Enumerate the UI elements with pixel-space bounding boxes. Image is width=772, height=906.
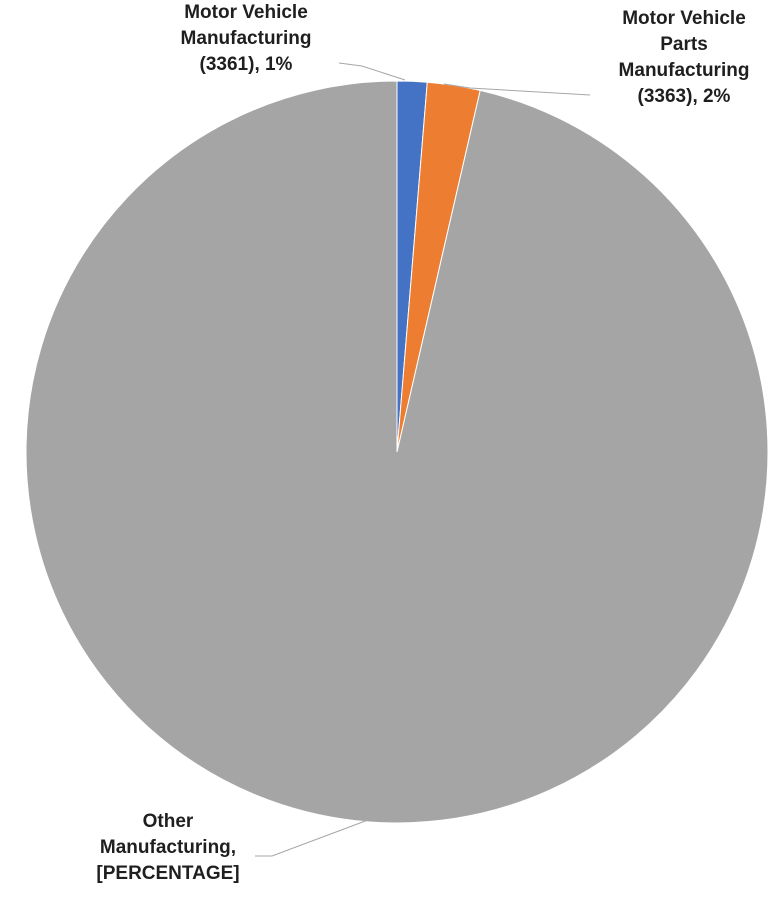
pie-slices	[25, 80, 769, 824]
data-label-3-line-1: Other	[143, 811, 194, 832]
data-label-3-line-2: Manufacturing,	[100, 837, 236, 858]
leader-line-2	[443, 83, 591, 96]
data-label-3-line-3: [PERCENTAGE]	[96, 863, 239, 884]
data-labels: Motor Vehicle Manufacturing (3361), 1%Moto…	[96, 2, 749, 884]
data-label-1: Motor Vehicle Manufacturing (3361), 1%	[181, 2, 312, 75]
data-label-1-line-1: Motor Vehicle	[184, 2, 308, 23]
pie-slice-3	[25, 80, 769, 824]
data-label-2-line-3: Manufacturing	[619, 60, 750, 81]
data-label-2-line-4: (3363), 2%	[638, 86, 731, 107]
data-label-1-line-3: (3361), 1%	[200, 54, 293, 75]
data-label-1-line-2: Manufacturing	[181, 28, 312, 49]
data-label-2-line-2: Parts	[660, 34, 708, 55]
data-label-2: Motor Vehicle Parts Manufacturing (3363), 2…	[619, 8, 750, 107]
leader-line-1	[338, 62, 406, 81]
data-label-3: Other Manufacturing, [PERCENTAGE]	[96, 811, 239, 884]
leader-line-3	[255, 819, 369, 857]
leader-lines	[255, 62, 591, 857]
data-label-2-line-1: Motor Vehicle	[622, 8, 746, 29]
